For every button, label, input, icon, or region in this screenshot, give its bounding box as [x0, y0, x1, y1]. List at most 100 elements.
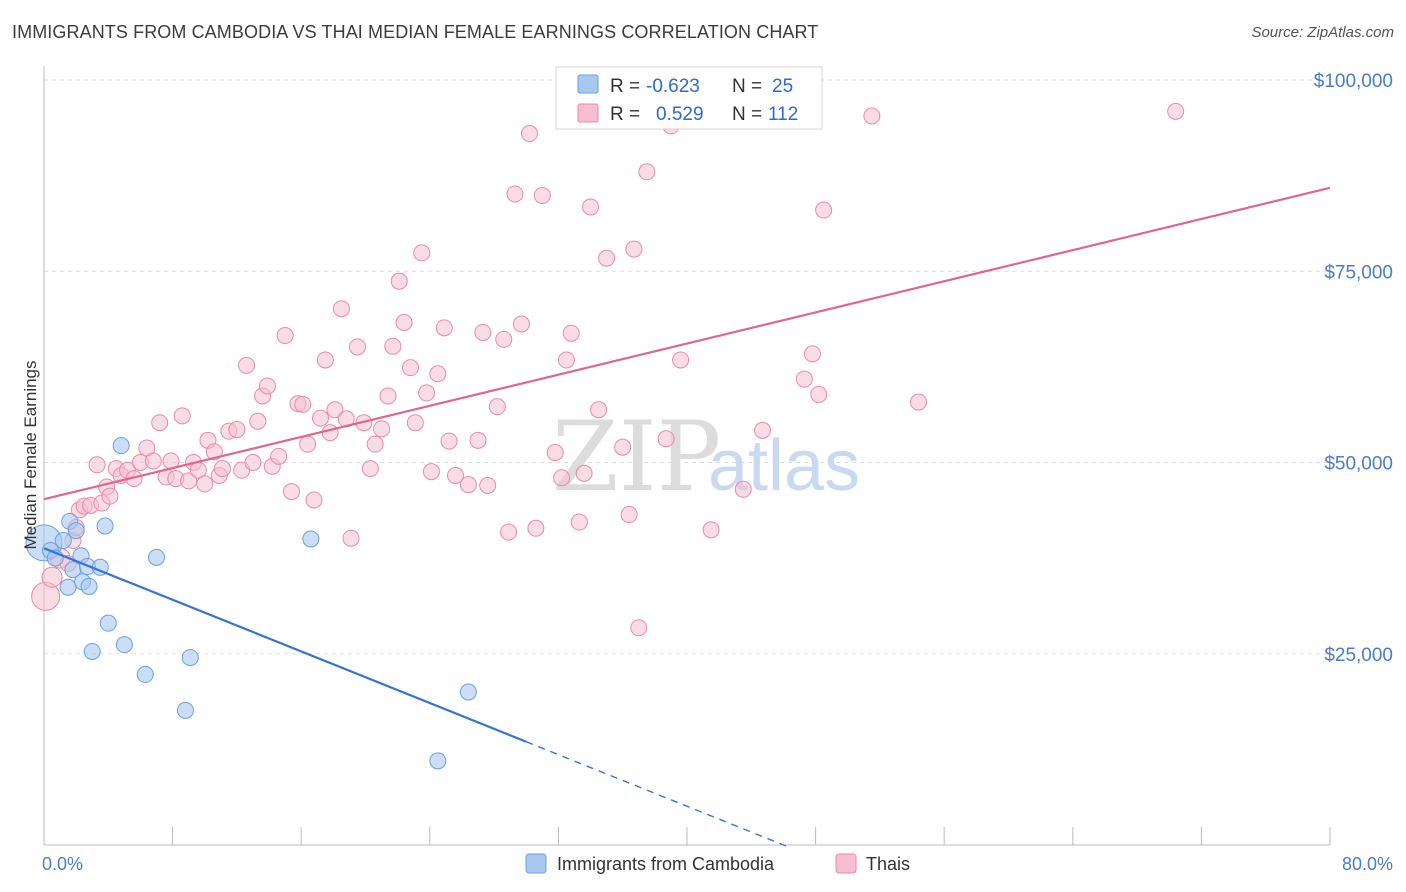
legend-r-label-1: R = [610, 104, 640, 125]
thai-point-19 [144, 452, 162, 470]
cambodia-point-18 [136, 665, 154, 683]
thai-point-25 [180, 472, 198, 490]
thai-point-87 [553, 469, 571, 487]
legend-swatch-thai [577, 103, 599, 123]
thai-point-111 [909, 393, 927, 411]
legend-r-value-1: 0.529 [656, 104, 704, 125]
thai-point-69 [422, 463, 440, 481]
thai-point-40 [258, 377, 276, 395]
thai-point-49 [311, 409, 329, 427]
cambodia-point-23 [459, 683, 477, 701]
thai-point-100 [657, 430, 675, 448]
thai-point-102 [672, 351, 690, 369]
thai-point-51 [321, 424, 339, 442]
thai-point-42 [270, 447, 288, 465]
thai-point-88 [557, 351, 575, 369]
y-tick-label-3: $100,000 [1314, 71, 1393, 92]
thai-point-66 [406, 414, 424, 432]
thai-point-67 [413, 244, 431, 262]
thai-point-12 [101, 487, 119, 505]
thai-point-83 [520, 125, 538, 143]
thai-point-76 [474, 323, 492, 341]
thai-point-47 [299, 435, 317, 453]
chart-source: Source: ZipAtlas.com [1251, 24, 1394, 41]
cambodia-point-7 [67, 522, 85, 540]
thai-point-38 [249, 412, 267, 430]
bottom-legend-swatch-cambodia [525, 853, 547, 874]
thai-point-94 [598, 249, 616, 267]
thai-point-58 [361, 460, 379, 478]
y-axis-title: Median Female Earnings [21, 361, 40, 550]
thai-point-82 [512, 315, 530, 333]
thai-point-109 [815, 201, 833, 219]
cambodia-trend-line [43, 547, 527, 743]
thai-point-52 [326, 401, 344, 419]
thai-point-106 [795, 370, 813, 388]
thai-point-81 [506, 185, 524, 203]
y-tick-label-2: $75,000 [1324, 262, 1393, 283]
thai-point-78 [488, 398, 506, 416]
legend-r-value-0: -0.623 [646, 76, 700, 97]
thai-point-70 [429, 365, 447, 383]
thai-point-64 [395, 314, 413, 332]
thai-point-24 [173, 407, 191, 425]
y-tick-labels: $25,000 $50,000 $75,000 $100,000 [1314, 71, 1393, 666]
thai-point-48 [305, 491, 323, 509]
thai-point-1 [41, 566, 63, 588]
thai-point-44 [283, 483, 301, 501]
thai-point-84 [527, 519, 545, 537]
thai-point-71 [435, 319, 453, 337]
y-tick-label-0: $25,000 [1324, 645, 1393, 666]
chart-title: IMMIGRANTS FROM CAMBODIA VS THAI MEDIAN … [12, 22, 819, 42]
thai-point-97 [625, 240, 643, 258]
y-tick-label-1: $50,000 [1324, 454, 1393, 475]
thai-point-99 [638, 163, 656, 181]
thai-point-59 [366, 435, 384, 453]
thai-point-37 [244, 454, 262, 471]
thai-point-108 [810, 385, 828, 403]
thai-point-75 [469, 431, 487, 449]
cambodia-points [25, 437, 477, 770]
thai-point-65 [402, 359, 420, 377]
cambodia-point-20 [176, 701, 194, 719]
thai-point-91 [575, 464, 593, 482]
thai-point-85 [533, 187, 551, 205]
x-tick-label-0: 0.0% [42, 854, 83, 874]
thai-points [31, 102, 1185, 637]
cambodia-point-11 [80, 577, 98, 595]
thai-point-55 [342, 529, 360, 547]
thai-point-92 [582, 198, 600, 216]
thai-point-20 [151, 414, 169, 432]
cambodia-point-17 [115, 636, 133, 654]
thai-point-60 [373, 420, 391, 438]
cambodia-point-19 [148, 548, 166, 566]
thai-point-68 [418, 384, 436, 402]
thai-point-90 [570, 513, 588, 531]
bottom-legend-thai: Thais [866, 854, 910, 874]
x-tick-label-1: 80.0% [1342, 854, 1393, 874]
watermark: ZIP atlas [552, 401, 860, 513]
thai-point-61 [379, 387, 397, 405]
thai-point-46 [294, 395, 312, 413]
thai-point-36 [238, 356, 256, 374]
legend-r-label-0: R = [610, 76, 640, 97]
thai-point-50 [316, 351, 334, 369]
legend-box: R = -0.623 N = 25 R = 0.529 N = 112 [555, 66, 823, 130]
bottom-legend-cambodia: Immigrants from Cambodia [557, 854, 775, 874]
thai-point-72 [440, 432, 458, 450]
thai-point-103 [702, 521, 720, 539]
thai-point-63 [390, 272, 408, 290]
thai-point-112 [1167, 102, 1185, 120]
thai-point-110 [863, 107, 881, 125]
cambodia-point-3 [54, 532, 72, 550]
legend-n-label-0: N = [732, 76, 762, 97]
thai-point-34 [228, 421, 246, 439]
watermark-zip: ZIP [552, 401, 721, 513]
cambodia-trend-extension [525, 741, 792, 849]
thai-point-105 [754, 421, 772, 439]
cambodia-point-4 [59, 578, 77, 596]
trend-lines [43, 186, 1331, 849]
thai-point-30 [205, 443, 223, 461]
thai-trend-line [43, 186, 1331, 501]
thai-point-107 [803, 345, 821, 363]
